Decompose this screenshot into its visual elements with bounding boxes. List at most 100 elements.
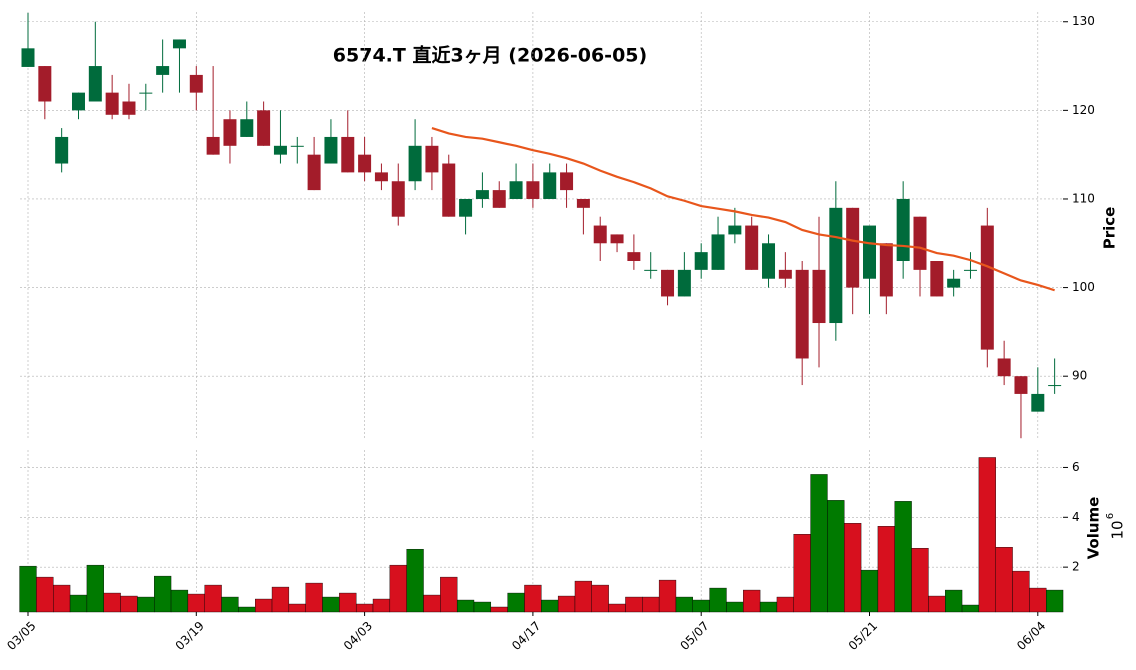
candle-body [223, 119, 237, 146]
x-tick-label: 05/21 [846, 619, 880, 653]
volume-bar [591, 584, 609, 613]
volume-bar [103, 592, 121, 613]
candle-body [307, 154, 321, 191]
candle-body [526, 181, 540, 199]
candle-body [55, 136, 69, 164]
volume-bar [743, 589, 761, 613]
candle-body [560, 172, 574, 191]
candle-body [257, 110, 271, 146]
x-tick-label: 06/04 [1014, 619, 1048, 653]
volume-bar [339, 592, 357, 613]
candle-body [341, 136, 355, 173]
volume-bar [456, 599, 475, 613]
volume-bar [978, 457, 996, 613]
candle-body [122, 101, 136, 115]
candle-body [240, 119, 254, 137]
volume-bar [69, 594, 88, 613]
candle-body [644, 269, 658, 271]
volume-bar [355, 603, 374, 613]
volume-bar [928, 595, 946, 613]
volume-bar [322, 596, 340, 613]
volume-bar [541, 599, 559, 613]
candle-body [694, 252, 708, 270]
moving-average-line [431, 127, 1055, 292]
y-tick-label: 100 [1072, 280, 1095, 294]
y-tick-label: 4 [1072, 510, 1080, 524]
candle-body [273, 145, 287, 155]
volume-bar [406, 548, 424, 613]
candle-body [374, 172, 388, 182]
volume-bar [137, 596, 155, 613]
candle-body [879, 243, 893, 297]
candle-body [627, 252, 641, 262]
volume-bar [608, 603, 626, 613]
candle-body [745, 225, 759, 270]
volume-bar [305, 582, 323, 613]
candle-body [980, 225, 994, 350]
y-tick-label: 110 [1072, 191, 1095, 205]
y-tick-label: 120 [1072, 103, 1095, 117]
volume-bar [776, 596, 794, 613]
x-tick-label: 04/03 [341, 619, 375, 653]
candle-body [677, 269, 691, 297]
volume-bar [1029, 587, 1047, 613]
candle-body [576, 198, 590, 208]
volume-bar [557, 595, 576, 613]
candle-body [795, 269, 809, 359]
candle-body [947, 278, 961, 288]
candle-body [543, 172, 557, 199]
candle-body [88, 66, 102, 102]
volume-axis-label: Volume [1085, 497, 1103, 560]
x-tick-label: 03/19 [173, 619, 207, 653]
volume-bar [961, 604, 980, 613]
candle-body [189, 74, 203, 93]
candle-body [913, 216, 927, 270]
volume-bar [675, 596, 693, 613]
candle-body [997, 358, 1011, 377]
volume-bar [154, 575, 172, 613]
candle-body [172, 39, 186, 49]
volume-bar [995, 547, 1013, 613]
volume-bar [692, 599, 710, 613]
volume-bar [238, 606, 256, 613]
candle-body [593, 225, 607, 244]
candle-body [425, 145, 439, 173]
candle-body [156, 66, 170, 75]
candle-body [661, 269, 675, 297]
volume-bar [1012, 570, 1030, 613]
candle-body [762, 243, 776, 279]
volume-bar [827, 500, 845, 613]
volume-bar [170, 589, 189, 613]
volume-bar [440, 576, 458, 613]
volume-bar [945, 589, 963, 613]
y-axis-label: Price [1101, 207, 1119, 250]
x-tick-label: 03/05 [4, 619, 38, 653]
candle-body [728, 225, 742, 235]
volume-bar [221, 596, 239, 613]
candle-body [1048, 385, 1062, 387]
volume-bar [911, 547, 929, 613]
volume-bar [187, 593, 205, 613]
volume-bar [53, 584, 71, 613]
chart-title: 6574.T 直近3ヶ月 (2026-06-05) [333, 44, 647, 67]
volume-bar [389, 564, 407, 613]
volume-bar [19, 565, 37, 613]
candle-body [492, 190, 506, 208]
candle-body [408, 145, 422, 182]
volume-scale-base: 10 [1109, 520, 1127, 539]
candle-body [459, 198, 473, 217]
volume-bar [726, 601, 744, 613]
volume-bar [625, 596, 643, 613]
volume-bar [860, 569, 879, 613]
candle-body [206, 136, 220, 155]
volume-bar [255, 598, 273, 613]
volume-bar [642, 596, 660, 613]
volume-bar [844, 523, 862, 613]
candle-body [778, 269, 792, 279]
candle-body [829, 207, 843, 324]
candle-body [324, 136, 338, 164]
volume-bar [372, 598, 391, 613]
volume-bar [793, 534, 811, 613]
